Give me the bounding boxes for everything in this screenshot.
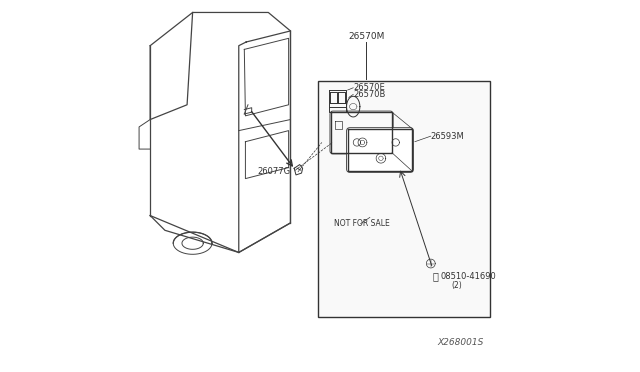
Text: 26077G: 26077G xyxy=(257,167,291,176)
Bar xyxy=(318,81,490,317)
Text: X268001S: X268001S xyxy=(437,339,483,347)
Text: NOT FOR SALE: NOT FOR SALE xyxy=(334,219,390,228)
Text: 08510-41690: 08510-41690 xyxy=(441,272,497,281)
Text: (2): (2) xyxy=(451,281,462,290)
Text: Ⓢ: Ⓢ xyxy=(432,272,438,282)
Text: 26593M: 26593M xyxy=(431,132,465,141)
Text: 26570B: 26570B xyxy=(353,90,386,99)
Text: 26570E: 26570E xyxy=(353,83,385,92)
FancyBboxPatch shape xyxy=(347,128,413,172)
Text: 26570M: 26570M xyxy=(348,32,385,41)
